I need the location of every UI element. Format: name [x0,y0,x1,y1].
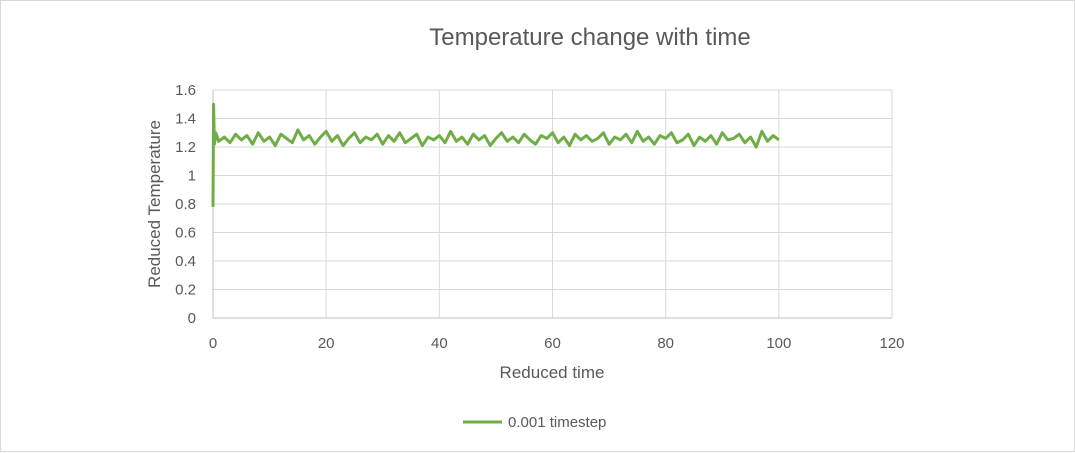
x-axis-title: Reduced time [500,363,605,382]
y-tick-label: 0.8 [175,196,196,213]
legend: 0.001 timestep [463,414,606,431]
chart-title: Temperature change with time [429,24,751,51]
series-lines [211,102,780,207]
legend-label: 0.001 timestep [508,414,606,431]
y-tick-label: 1.2 [175,139,196,156]
x-tick-label: 80 [657,335,674,352]
y-tick-label: 1.4 [175,111,196,128]
x-tick-label: 100 [766,335,791,352]
y-tick-label: 1.6 [175,82,196,99]
x-tick-label: 40 [431,335,448,352]
y-tick-label: 0.2 [175,282,196,299]
y-tick-label: 0 [188,310,196,327]
x-tick-label: 60 [544,335,561,352]
x-tick-label: 120 [879,335,904,352]
x-tick-label: 0 [209,335,217,352]
y-tick-label: 0.6 [175,225,196,242]
gridlines [212,89,893,319]
series-line-0 [211,102,780,207]
y-tick-label: 0.4 [175,253,196,270]
tick-labels: 0 0.2 0.4 0.6 0.8 1 1.2 1.4 1.6 0 20 40 60 80 100 120 [175,82,904,352]
y-tick-label: 1 [188,168,196,185]
y-axis-title: Reduced Temperature [145,120,164,288]
x-tick-label: 20 [318,335,335,352]
